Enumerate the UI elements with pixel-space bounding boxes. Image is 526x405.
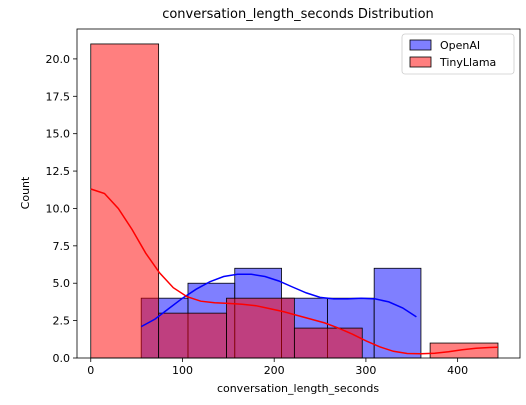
legend: OpenAI TinyLlama — [401, 33, 515, 75]
y-tick-label: 15.0 — [46, 128, 71, 141]
plot-area — [90, 43, 499, 359]
chart-title: conversation_length_seconds Distribution — [162, 7, 434, 22]
y-tick-label: 12.5 — [46, 165, 71, 178]
bar-tinyllama-3 — [293, 327, 363, 359]
y-axis: 0.0 2.5 5.0 7.5 10.0 12.5 15.0 17.5 20.0 — [46, 53, 77, 365]
x-axis: 0 100 200 300 400 — [87, 358, 468, 377]
legend-label-tinyllama: TinyLlama — [439, 56, 496, 69]
x-tick-label: 0 — [87, 364, 94, 377]
legend-swatch-openai — [409, 39, 432, 51]
y-axis-label: Count — [19, 176, 32, 209]
x-tick-label: 300 — [355, 364, 376, 377]
legend-swatch-tinyllama — [409, 56, 432, 68]
y-tick-label: 10.0 — [46, 202, 71, 215]
bar-openai-5 — [373, 267, 422, 359]
legend-label-openai: OpenAI — [440, 39, 480, 52]
plot-frame — [76, 28, 521, 359]
bar-tinyllama-1 — [158, 312, 227, 359]
y-tick-label: 20.0 — [46, 53, 71, 66]
x-tick-label: 200 — [264, 364, 285, 377]
x-tick-label: 400 — [447, 364, 468, 377]
x-tick-label: 100 — [172, 364, 193, 377]
y-tick-label: 2.5 — [53, 315, 71, 328]
x-axis-label: conversation_length_seconds — [217, 382, 379, 395]
bar-tinyllama-2 — [226, 297, 295, 359]
bar-tinyllama-5 — [429, 342, 499, 359]
y-tick-label: 7.5 — [53, 240, 71, 253]
bar-tinyllama-0 — [90, 43, 160, 359]
y-tick-label: 0.0 — [53, 352, 71, 365]
kde-line-openai — [140, 273, 417, 328]
y-tick-label: 5.0 — [53, 277, 71, 290]
kde-line-tinyllama — [90, 188, 499, 355]
y-tick-label: 17.5 — [46, 90, 71, 103]
